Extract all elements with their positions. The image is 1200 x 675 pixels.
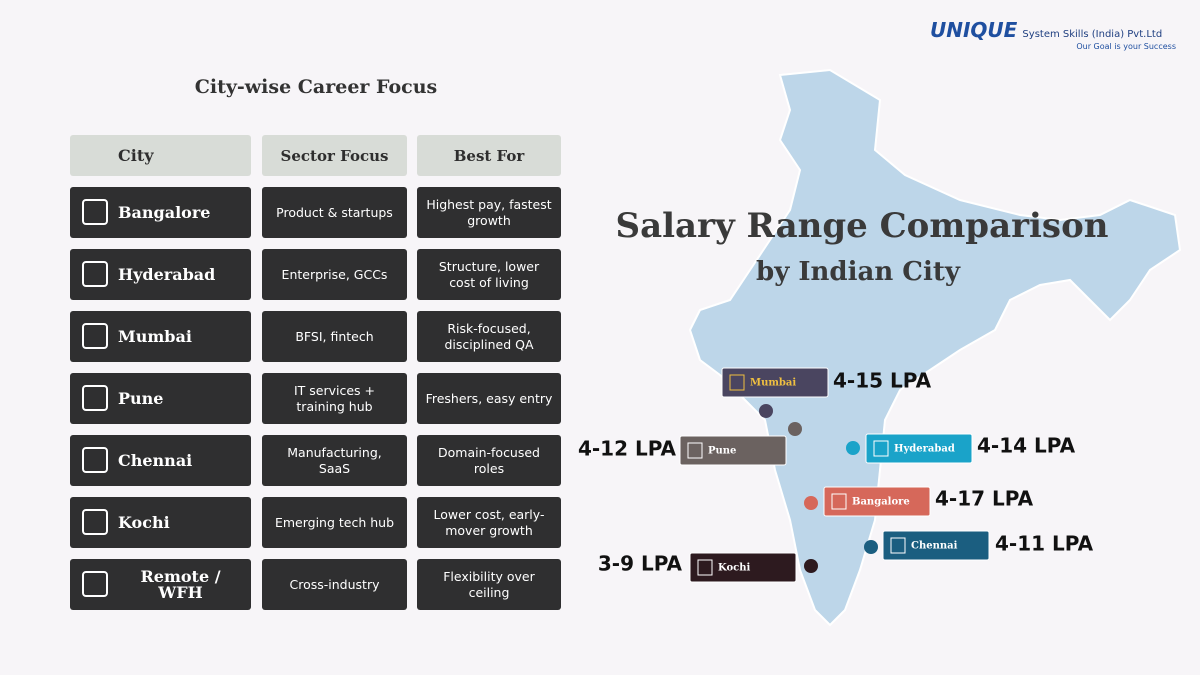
salary-range: 4-11 LPA bbox=[995, 532, 1094, 556]
city-dot bbox=[864, 540, 878, 554]
logo-name: System Skills (India) Pvt.Ltd bbox=[1022, 29, 1163, 40]
city-tag bbox=[679, 435, 787, 466]
city-icon bbox=[82, 447, 108, 473]
city-cell: Mumbai bbox=[70, 311, 251, 362]
city-dot bbox=[759, 404, 773, 418]
tag-icon bbox=[831, 493, 847, 510]
india-outline bbox=[688, 68, 1182, 627]
city-icon bbox=[82, 323, 108, 349]
city-tag bbox=[882, 530, 990, 561]
table-cell: Enterprise, GCCs bbox=[262, 249, 407, 300]
table-cell: Emerging tech hub bbox=[262, 497, 407, 548]
city-tag-name: Kochi bbox=[718, 563, 751, 574]
city-cell: Hyderabad bbox=[70, 249, 251, 300]
table-cell: Lower cost, early-mover growth bbox=[417, 497, 561, 548]
table-cell: Highest pay, fastest growth bbox=[417, 187, 561, 238]
map-title: Salary Range Comparison bbox=[616, 206, 1109, 246]
salary-range: 3-9 LPA bbox=[598, 552, 683, 576]
table-header: City bbox=[70, 135, 251, 176]
logo-tagline: Our Goal is your Success bbox=[1076, 42, 1176, 51]
salary-range: 4-17 LPA bbox=[935, 487, 1034, 511]
table-cell: BFSI, fintech bbox=[262, 311, 407, 362]
city-tag bbox=[689, 552, 797, 583]
table-header: Sector Focus bbox=[262, 135, 407, 176]
table-header: Best For bbox=[417, 135, 561, 176]
table-cell: Flexibility over ceiling bbox=[417, 559, 561, 610]
table-cell: Cross-industry bbox=[262, 559, 407, 610]
city-cell: Pune bbox=[70, 373, 251, 424]
city-cell: Kochi bbox=[70, 497, 251, 548]
salary-range: 4-15 LPA bbox=[833, 369, 932, 393]
salary-range: 4-14 LPA bbox=[977, 434, 1076, 458]
city-tag-name: Pune bbox=[708, 446, 736, 457]
tag-icon bbox=[697, 559, 713, 576]
logo-brand: UNIQUE bbox=[930, 18, 1018, 42]
city-dot bbox=[788, 422, 802, 436]
table-cell: IT services + training hub bbox=[262, 373, 407, 424]
map-subtitle: by Indian City bbox=[756, 257, 961, 287]
city-cell: Remote / WFH bbox=[70, 559, 251, 610]
table-cell: Domain-focused roles bbox=[417, 435, 561, 486]
tag-icon bbox=[890, 537, 906, 554]
table-cell: Product & startups bbox=[262, 187, 407, 238]
logo: UNIQUE System Skills (India) Pvt.Ltd Our… bbox=[930, 18, 1190, 58]
city-icon bbox=[82, 261, 108, 287]
city-tag bbox=[823, 486, 931, 517]
tag-icon bbox=[873, 440, 889, 457]
city-tag bbox=[721, 367, 829, 398]
city-cell: Bangalore bbox=[70, 187, 251, 238]
tag-icon bbox=[687, 442, 703, 459]
city-dot bbox=[846, 441, 860, 455]
city-cell: Chennai bbox=[70, 435, 251, 486]
city-icon bbox=[82, 385, 108, 411]
table-title: City-wise Career Focus bbox=[194, 76, 438, 98]
city-icon bbox=[82, 571, 108, 597]
city-icon bbox=[82, 199, 108, 225]
city-tag bbox=[865, 433, 973, 464]
tag-icon bbox=[729, 374, 745, 391]
table-cell: Freshers, easy entry bbox=[417, 373, 561, 424]
city-tag-name: Chennai bbox=[911, 541, 958, 552]
city-dot bbox=[804, 496, 818, 510]
city-tag-name: Hyderabad bbox=[894, 444, 955, 455]
table-cell: Manufacturing, SaaS bbox=[262, 435, 407, 486]
salary-range: 4-12 LPA bbox=[578, 437, 677, 461]
table-cell: Risk-focused, disciplined QA bbox=[417, 311, 561, 362]
city-tag-name: Bangalore bbox=[852, 497, 910, 508]
city-icon bbox=[82, 509, 108, 535]
table-cell: Structure, lower cost of living bbox=[417, 249, 561, 300]
city-tag-name: Mumbai bbox=[750, 378, 796, 389]
city-dot bbox=[804, 559, 818, 573]
